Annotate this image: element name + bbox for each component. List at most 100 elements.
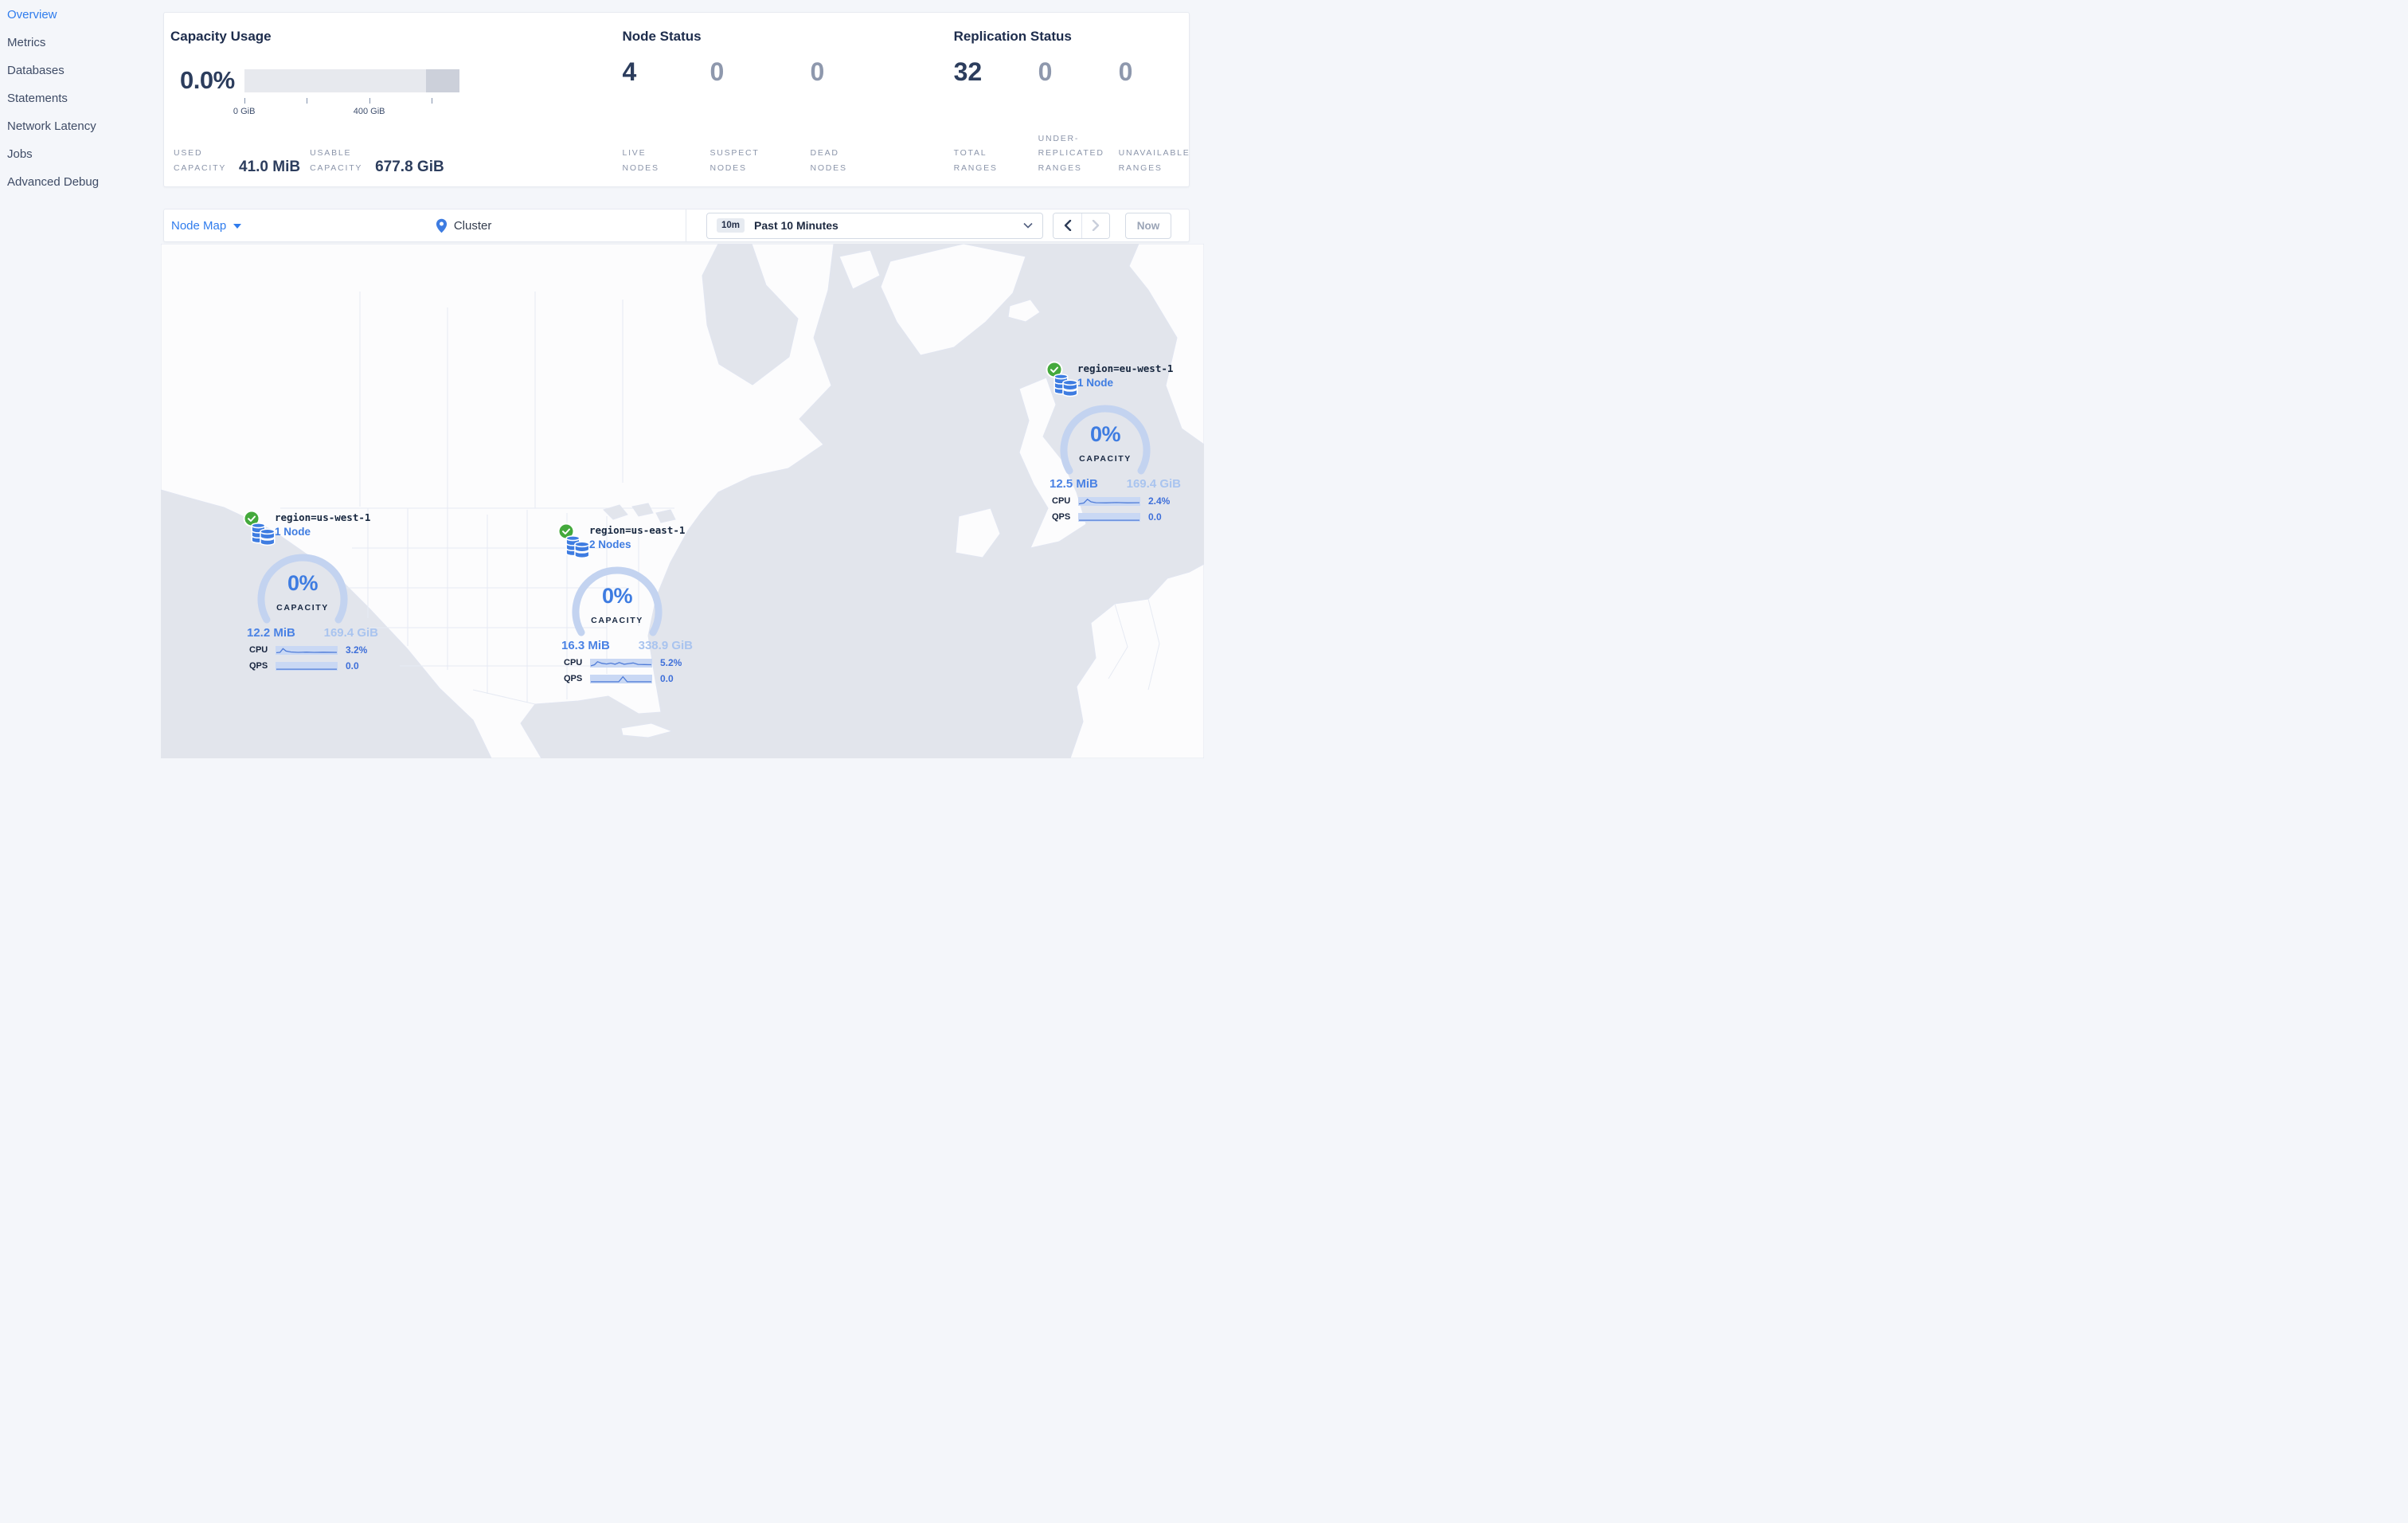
under-replicated-ranges-label: UNDER-REPLICATED RANGES: [1038, 133, 1104, 173]
time-step-buttons: [1053, 212, 1110, 239]
time-step-back-button[interactable]: [1054, 213, 1081, 238]
under-replicated-ranges-count: 0: [1038, 57, 1053, 86]
live-nodes-label: LIVE NODES: [622, 148, 659, 173]
qps-label: QPS: [1052, 512, 1071, 522]
breadcrumb-label: Cluster: [453, 218, 492, 233]
usable-capacity-value: 677.8 GiB: [375, 159, 444, 175]
world-map: [161, 244, 1204, 758]
capacity-bar-ticks: 0 GiB 400 GiB: [233, 97, 459, 120]
view-mode-label: Node Map: [171, 218, 227, 233]
cpu-label: CPU: [249, 645, 268, 655]
sidebar-item-advanced-debug[interactable]: Advanced Debug: [7, 175, 100, 189]
gauge-percent: 0%: [1089, 422, 1121, 446]
cpu-value: 5.2%: [660, 657, 682, 668]
usable-capacity-label: USABLE CAPACITY: [310, 148, 363, 173]
view-mode-dropdown[interactable]: Node Map: [171, 218, 242, 233]
cluster-summary-card: Capacity Usage 0.0% 0 GiB 400 GiB USED CA…: [163, 12, 1190, 187]
chevron-left-icon: [1064, 220, 1071, 231]
sidebar-item-jobs[interactable]: Jobs: [7, 147, 33, 161]
qps-value: 0.0: [346, 660, 359, 671]
map-node-eu-west-1[interactable]: region=eu-west-1 1 Node 0% CAPACITY 12.5…: [1046, 364, 1182, 523]
capacity-gauge: 0% CAPACITY: [569, 566, 665, 642]
used-capacity-value: 41.0 MiB: [239, 159, 301, 175]
node-count-link[interactable]: 2 Nodes: [589, 538, 631, 550]
time-step-forward-button[interactable]: [1081, 213, 1109, 238]
cpu-value: 3.2%: [346, 644, 368, 656]
gauge-caption: CAPACITY: [591, 616, 643, 625]
suspect-nodes-count: 0: [710, 57, 725, 86]
suspect-nodes-label: SUSPECT NODES: [710, 148, 760, 173]
gauge-arc: [1060, 405, 1151, 475]
capacity-axis-tick: [369, 97, 370, 104]
qps-value: 0.0: [660, 673, 674, 684]
sidebar-item-statements[interactable]: Statements: [7, 92, 68, 105]
capacity-gauge: 0% CAPACITY: [1057, 404, 1153, 480]
unavailable-ranges-label: UNAVAILABLE RANGES: [1118, 148, 1190, 173]
replication-status-section: Replication Status 32 TOTAL RANGES 0 UND…: [954, 29, 1198, 175]
db-console-overview-page: Overview Metrics Databases Statements Ne…: [0, 0, 1204, 762]
time-range-selector[interactable]: 10m Past 10 Minutes: [706, 212, 1043, 239]
node-count-link[interactable]: 1 Node: [275, 526, 311, 538]
qps-value: 0.0: [1148, 511, 1162, 523]
breadcrumb[interactable]: Cluster: [241, 218, 686, 233]
node-status-title: Node Status: [622, 29, 702, 44]
qps-label: QPS: [249, 661, 268, 671]
gauge-caption: CAPACITY: [276, 603, 329, 613]
qps-sparkline: [1078, 512, 1140, 522]
live-nodes-count: 4: [622, 57, 637, 86]
node-count-link[interactable]: 1 Node: [1077, 377, 1114, 389]
node-used-capacity: 16.3 MiB: [561, 639, 610, 652]
caret-down-icon: [233, 223, 242, 229]
node-total-capacity: 169.4 GiB: [323, 626, 378, 640]
sidebar-item-databases[interactable]: Databases: [7, 64, 64, 77]
capacity-axis-tick-label: 0 GiB: [233, 106, 256, 116]
map-node-us-east-1[interactable]: region=us-east-1 2 Nodes 0% CAPACITY 16.…: [557, 526, 694, 684]
time-range-label: Past 10 Minutes: [754, 219, 838, 232]
cpu-label: CPU: [1052, 496, 1071, 506]
cpu-label: CPU: [564, 658, 583, 668]
capacity-gauge: 0% CAPACITY: [255, 553, 350, 629]
capacity-axis-tick: [244, 97, 245, 104]
sidebar-item-metrics[interactable]: Metrics: [7, 36, 46, 49]
cpu-sparkline: [1078, 496, 1140, 506]
gauge-arc: [572, 566, 663, 636]
cpu-sparkline: [590, 658, 652, 668]
now-button[interactable]: Now: [1125, 212, 1171, 239]
total-ranges-label: TOTAL RANGES: [953, 148, 998, 173]
node-total-capacity: 169.4 GiB: [1126, 477, 1181, 491]
qps-label: QPS: [564, 674, 583, 683]
sidebar: Overview Metrics Databases Statements Ne…: [0, 0, 158, 762]
capacity-axis-tick-label: 400 GiB: [353, 106, 385, 116]
time-range-badge: 10m: [717, 218, 745, 233]
map-toolbar: Node Map Cluster 10m Past 10 Minutes: [163, 209, 1190, 242]
gauge-arc: [257, 554, 348, 624]
sidebar-item-network-latency[interactable]: Network Latency: [7, 119, 96, 133]
cpu-sparkline: [276, 645, 338, 655]
sidebar-item-overview[interactable]: Overview: [7, 8, 57, 22]
replication-status-title: Replication Status: [953, 29, 1072, 44]
dead-nodes-count: 0: [810, 57, 825, 86]
node-total-capacity: 338.9 GiB: [638, 639, 693, 652]
database-stack-icon: [249, 521, 276, 547]
node-status-section: Node Status 4 LIVE NODES 0 SUSPECT NODES…: [622, 29, 953, 175]
capacity-bar-usable: [244, 69, 426, 92]
node-used-capacity: 12.5 MiB: [1050, 477, 1098, 491]
qps-sparkline: [276, 661, 338, 671]
map-pin-icon: [436, 218, 447, 233]
gauge-caption: CAPACITY: [1079, 454, 1132, 464]
capacity-bar-chart: 0 GiB 400 GiB: [233, 69, 459, 116]
node-used-capacity: 12.2 MiB: [247, 626, 295, 640]
dead-nodes-label: DEAD NODES: [810, 148, 847, 173]
region-label: region=us-west-1: [275, 511, 371, 523]
chevron-right-icon: [1092, 220, 1100, 231]
region-label: region=us-east-1: [589, 524, 686, 536]
chevron-down-icon: [1023, 222, 1033, 229]
capacity-usage-section: Capacity Usage 0.0% 0 GiB 400 GiB USED CA…: [170, 29, 622, 175]
gauge-percent: 0%: [601, 584, 633, 608]
node-map: region=us-west-1 1 Node 0% CAPACITY 12.2…: [161, 244, 1204, 758]
used-capacity-label: USED CAPACITY: [174, 148, 227, 173]
unavailable-ranges-count: 0: [1118, 57, 1133, 86]
cpu-value: 2.4%: [1148, 495, 1171, 507]
map-node-us-west-1[interactable]: region=us-west-1 1 Node 0% CAPACITY 12.2…: [243, 513, 380, 671]
total-ranges-count: 32: [953, 57, 983, 86]
